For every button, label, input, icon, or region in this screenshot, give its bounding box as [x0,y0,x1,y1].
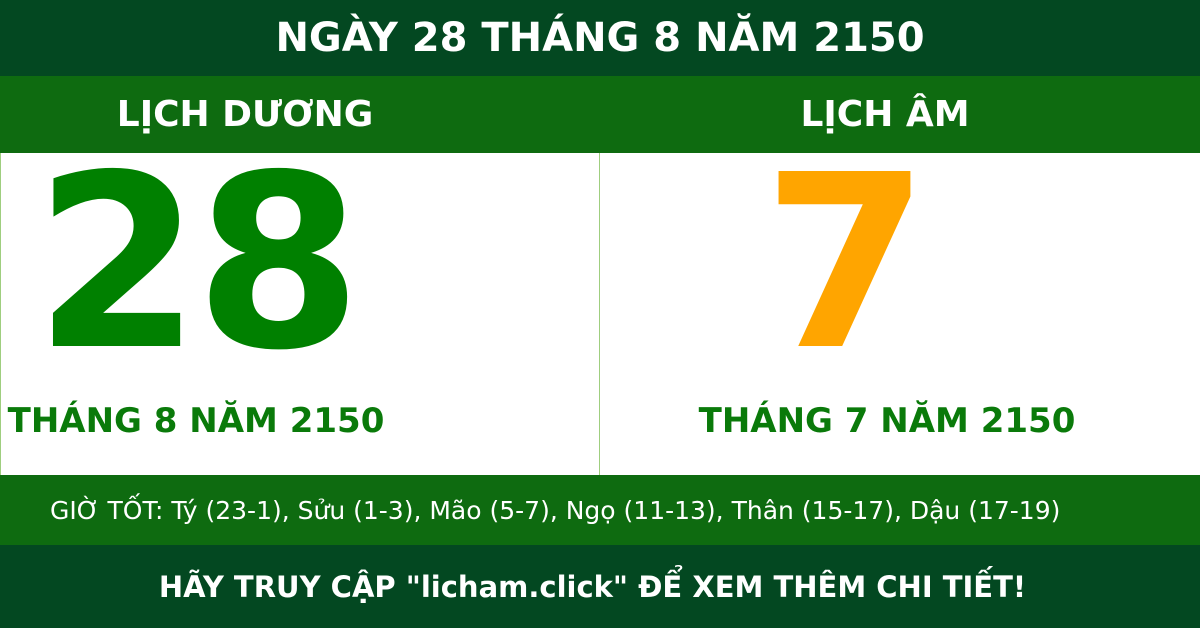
solar-day: 28 [34,123,362,403]
solar-panel: 28 THÁNG 8 NĂM 2150 [0,123,600,475]
footer-cta: HÃY TRUY CẬP "licham.click" ĐỂ XEM THÊM … [0,545,1200,628]
lunar-calendar-label: LỊCH ÂM [800,94,970,135]
lunar-panel: 7 THÁNG 7 NĂM 2150 [600,143,1200,475]
calendar-body: 28 THÁNG 8 NĂM 2150 7 THÁNG 7 NĂM 2150 [0,123,1200,475]
lunar-day: 7 [762,123,930,403]
good-hours: GIỜ TỐT: Tý (23-1), Sửu (1-3), Mão (5-7)… [0,475,1200,545]
page-title: NGÀY 28 THÁNG 8 NĂM 2150 [0,0,1200,76]
calendar-headers: LỊCH DƯƠNG LỊCH ÂM [0,76,1200,153]
lunar-month-year: THÁNG 7 NĂM 2150 [698,401,1076,441]
solar-calendar-label: LỊCH DƯƠNG [116,94,374,135]
solar-month-year: THÁNG 8 NĂM 2150 [7,401,385,441]
